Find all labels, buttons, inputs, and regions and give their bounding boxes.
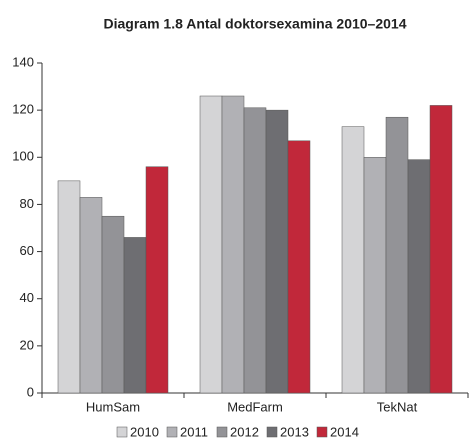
y-tick-label: 20 (20, 337, 34, 352)
legend-swatch (216, 426, 228, 438)
bar (341, 126, 365, 394)
legend-swatch (116, 426, 128, 438)
bar (57, 180, 81, 394)
x-tick-label: HumSam (86, 399, 140, 414)
y-tick-label: 120 (12, 102, 34, 117)
bar (145, 166, 169, 394)
legend-label: 2010 (130, 424, 159, 439)
y-tick-label: 60 (20, 243, 34, 258)
bar (199, 95, 223, 394)
chart-title: Diagram 1.8 Antal doktorsexamina 2010–20… (104, 16, 407, 32)
bar (265, 109, 289, 394)
bar (363, 157, 387, 394)
x-tick-label: TekNat (377, 399, 418, 414)
y-tick-label: 40 (20, 290, 34, 305)
bar (407, 159, 431, 394)
y-tick-label: 140 (12, 54, 34, 69)
bar (243, 107, 267, 394)
bar (101, 215, 125, 394)
legend-label: 2014 (330, 424, 359, 439)
bar (221, 95, 245, 394)
legend-label: 2012 (230, 424, 259, 439)
legend-swatch (316, 426, 328, 438)
legend-swatch (166, 426, 178, 438)
x-tick-label: MedFarm (227, 399, 283, 414)
legend-label: 2013 (280, 424, 309, 439)
legend-swatch (266, 426, 278, 438)
y-tick-label: 100 (12, 149, 34, 164)
bar (79, 197, 103, 394)
bar (385, 116, 409, 394)
y-tick-label: 80 (20, 196, 34, 211)
bar (123, 237, 147, 394)
bar (429, 105, 453, 394)
bar (287, 140, 311, 394)
legend-label: 2011 (180, 424, 208, 439)
y-tick-label: 0 (27, 384, 34, 399)
